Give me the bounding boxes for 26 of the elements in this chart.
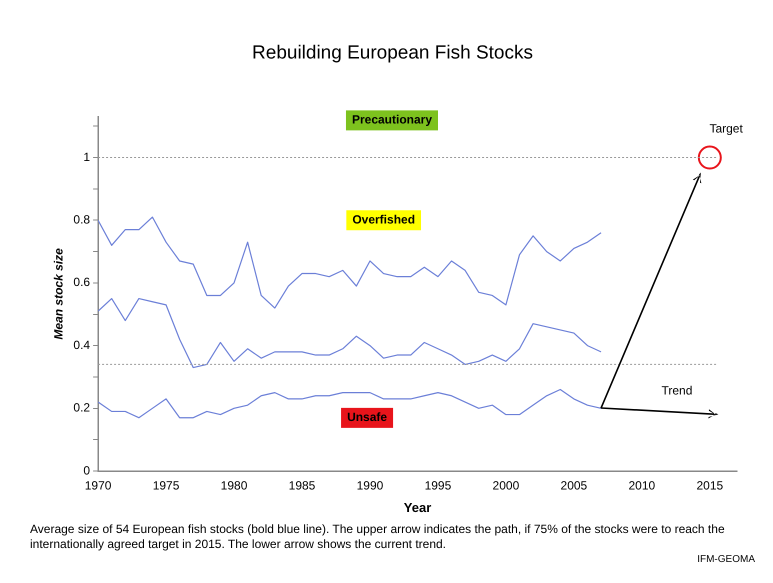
x-tick-label: 1985 (288, 478, 316, 493)
y-tick-label: 1 (83, 150, 90, 164)
annotation: Overfished (352, 212, 416, 227)
text: IFM-GEOMA (696, 553, 756, 567)
x-tick-label: 1990 (356, 478, 384, 493)
x-axis-title: Year (404, 500, 432, 515)
x-tick-label: 2000 (492, 478, 520, 493)
x-tick-label: 2005 (560, 478, 588, 493)
x-tick-label: 1980 (220, 478, 248, 493)
x-tick-label: 2010 (628, 478, 656, 493)
y-tick-label: 0.4 (73, 338, 90, 352)
x-tick-label: 1970 (84, 478, 112, 493)
text: Average size of 54 European fish stocks (bold blue line). The upper arrow indicates the path, if 75% of the stocks were to reach the internationally agreed target in 2015. The lower arrow shows the current trend. (29, 522, 726, 552)
x-tick-label: 1995 (424, 478, 452, 493)
x-tick-label: 1975 (152, 478, 180, 493)
chart-title: Rebuilding European Fish Stocks (252, 42, 533, 64)
annotation: Unsafe (347, 410, 388, 424)
y-tick-label: 0.8 (73, 212, 90, 227)
annotation: Target (709, 122, 744, 136)
y-tick-label: 0 (83, 463, 90, 478)
x-tick-label: 2015 (696, 478, 724, 493)
y-tick-label: 0.2 (73, 400, 90, 415)
annotation: Trend (661, 383, 692, 398)
y-axis-title: Mean stock size (52, 248, 66, 340)
y-tick-label: 0.6 (73, 275, 90, 290)
annotation: Precautionary (352, 112, 432, 127)
